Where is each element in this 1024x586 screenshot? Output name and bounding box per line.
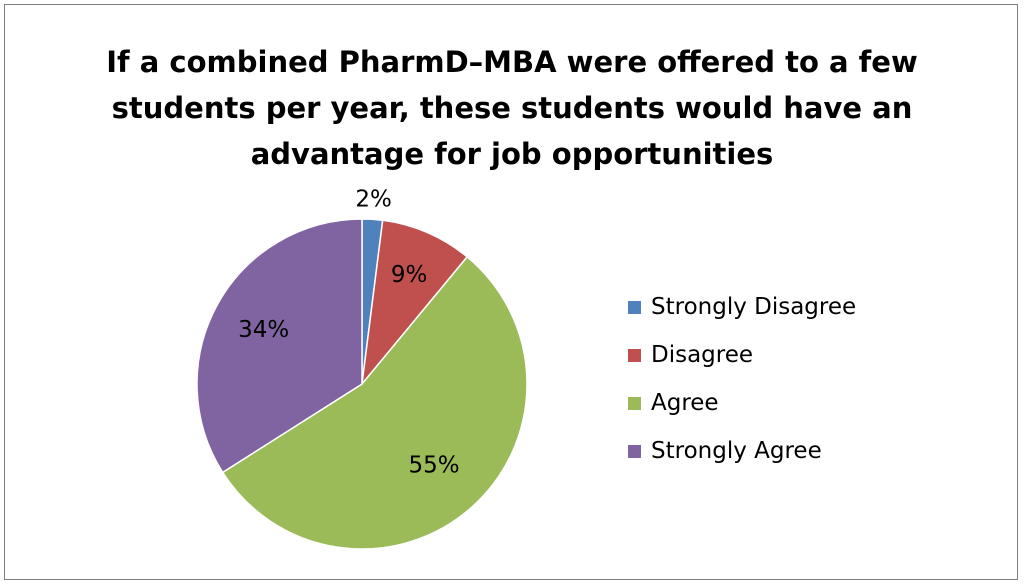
pie-slice-disagree: [360, 219, 469, 387]
legend: Strongly Disagree Disagree Agree Strongl…: [628, 283, 928, 475]
legend-label-strongly-disagree: Strongly Disagree: [651, 294, 857, 320]
chart-title-line-3: advantage for job opportunities: [250, 137, 774, 171]
pie-slice-strongly-agree: [196, 218, 363, 474]
legend-item-strongly-disagree: Strongly Disagree: [628, 283, 928, 331]
chart-frame: If a combined PharmD–MBA were offered to…: [4, 4, 1018, 580]
pie-slices: [196, 218, 528, 550]
chart-title-line-1: If a combined PharmD–MBA were offered to…: [106, 45, 918, 79]
legend-item-agree: Agree: [628, 379, 928, 427]
legend-label-agree: Agree: [651, 390, 719, 416]
chart-title-line-2: students per year, these students would …: [111, 91, 913, 125]
legend-label-strongly-agree: Strongly Agree: [651, 438, 822, 464]
pie-slice-agree: [221, 255, 528, 550]
legend-swatch-agree: [628, 396, 641, 410]
legend-label-disagree: Disagree: [651, 342, 754, 368]
legend-item-strongly-agree: Strongly Agree: [628, 427, 928, 475]
legend-swatch-disagree: [628, 348, 641, 362]
legend-swatch-strongly-disagree: [628, 300, 641, 314]
data-label-agree: 55%: [408, 453, 459, 479]
legend-item-disagree: Disagree: [628, 331, 928, 379]
data-label-strongly-agree: 34%: [238, 317, 289, 343]
data-label-strongly-disagree: 2%: [355, 187, 392, 213]
legend-swatch-strongly-agree: [628, 444, 641, 458]
chart-title: If a combined PharmD–MBA were offered to…: [5, 39, 1019, 177]
pie-data-labels: 2% 9% 55% 34%: [238, 187, 459, 479]
data-label-disagree: 9%: [391, 262, 428, 288]
